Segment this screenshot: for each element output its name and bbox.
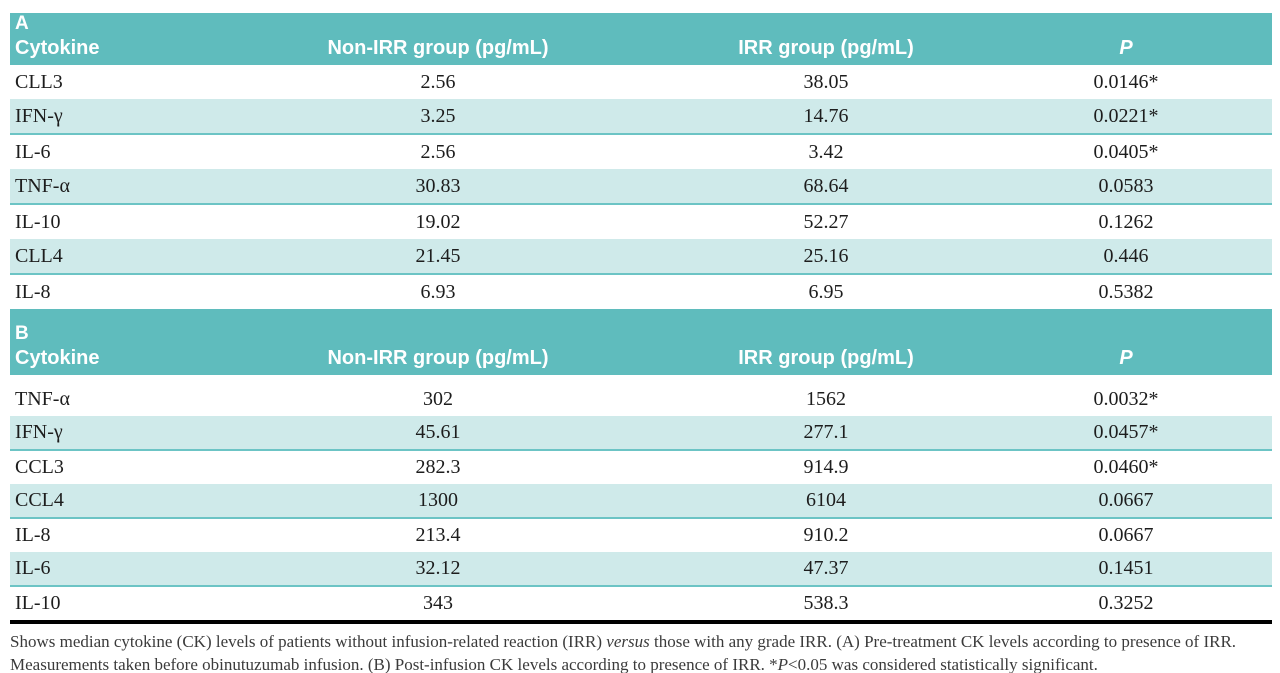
non-irr-cell: 32.12 [240, 552, 636, 587]
p-value-cell: 0.3252 [1016, 586, 1272, 620]
irr-cell: 47.37 [636, 552, 1016, 587]
cytokine-cell: IL-8 [10, 274, 240, 309]
cytokine-cell: CCL4 [10, 484, 240, 519]
p-value-cell: 0.1262 [1016, 204, 1272, 239]
non-irr-cell: 1300 [240, 484, 636, 519]
table-row: IFN-γ 3.25 14.76 0.0221* [10, 99, 1272, 135]
table-row: IL-10 19.02 52.27 0.1262 [10, 204, 1272, 239]
table-row: CCL3 282.3 914.9 0.0460* [10, 450, 1272, 484]
irr-cell: 277.1 [636, 416, 1016, 451]
non-irr-cell: 21.45 [240, 239, 636, 275]
section-a-label: A [15, 13, 29, 34]
column-header-cytokine: Cytokine [15, 37, 100, 59]
column-header-p-value: P [1016, 309, 1272, 375]
non-irr-cell: 30.83 [240, 169, 636, 205]
cytokine-cell: CCL3 [10, 450, 240, 484]
irr-cell: 3.42 [636, 134, 1016, 169]
table-bottom-rule [10, 620, 1272, 624]
non-irr-cell: 2.56 [240, 134, 636, 169]
caption-text: Shows median cytokine (CK) levels of pat… [10, 632, 607, 651]
column-header-non-irr: Non-IRR group (pg/mL) [240, 309, 636, 375]
table-a-header-row: A Cytokine Non-IRR group (pg/mL) IRR gro… [10, 13, 1272, 65]
cytokine-cell: IL-10 [10, 204, 240, 239]
table-section-b: B Cytokine Non-IRR group (pg/mL) IRR gro… [10, 309, 1272, 620]
irr-cell: 1562 [636, 383, 1016, 416]
section-b-label: B [15, 323, 29, 344]
cytokine-cell: TNF-α [10, 169, 240, 205]
non-irr-cell: 6.93 [240, 274, 636, 309]
figure-table-container: A Cytokine Non-IRR group (pg/mL) IRR gro… [10, 13, 1272, 673]
p-value-cell: 0.1451 [1016, 552, 1272, 587]
cytokine-cell: IL-10 [10, 586, 240, 620]
table-b-cytokine-header: B Cytokine [10, 309, 240, 375]
caption-versus-italic: versus [606, 632, 650, 651]
column-header-irr: IRR group (pg/mL) [636, 309, 1016, 375]
non-irr-cell: 19.02 [240, 204, 636, 239]
cytokine-cell: CLL3 [10, 65, 240, 99]
non-irr-cell: 3.25 [240, 99, 636, 135]
p-value-cell: 0.0457* [1016, 416, 1272, 451]
irr-cell: 6104 [636, 484, 1016, 519]
table-row: IL-6 32.12 47.37 0.1451 [10, 552, 1272, 587]
column-header-non-irr: Non-IRR group (pg/mL) [240, 13, 636, 65]
table-row: TNF-α 30.83 68.64 0.0583 [10, 169, 1272, 205]
p-value-cell: 0.5382 [1016, 274, 1272, 309]
table-row: IFN-γ 45.61 277.1 0.0457* [10, 416, 1272, 451]
caption-text: <0.05 was considered statistically signi… [788, 655, 1098, 673]
table-b-header-row: B Cytokine Non-IRR group (pg/mL) IRR gro… [10, 309, 1272, 375]
table-a-cytokine-header: A Cytokine [10, 13, 240, 65]
cytokine-cell: IFN-γ [10, 416, 240, 451]
table-row: IL-8 213.4 910.2 0.0667 [10, 518, 1272, 552]
table-row: CLL3 2.56 38.05 0.0146* [10, 65, 1272, 99]
table-row: CCL4 1300 6104 0.0667 [10, 484, 1272, 519]
irr-cell: 14.76 [636, 99, 1016, 135]
cytokine-cell: IL-6 [10, 134, 240, 169]
cytokine-cell: IFN-γ [10, 99, 240, 135]
p-value-cell: 0.0460* [1016, 450, 1272, 484]
table-row: IL-10 343 538.3 0.3252 [10, 586, 1272, 620]
column-header-cytokine: Cytokine [15, 347, 100, 369]
irr-cell: 38.05 [636, 65, 1016, 99]
non-irr-cell: 282.3 [240, 450, 636, 484]
table-row: TNF-α 302 1562 0.0032* [10, 383, 1272, 416]
caption-text: those with any grade IRR. (A) Pre-treatm… [10, 632, 1237, 673]
non-irr-cell: 45.61 [240, 416, 636, 451]
table-section-a: A Cytokine Non-IRR group (pg/mL) IRR gro… [10, 13, 1272, 309]
cytokine-cell: TNF-α [10, 383, 240, 416]
p-value-cell: 0.0405* [1016, 134, 1272, 169]
table-row: IL-8 6.93 6.95 0.5382 [10, 274, 1272, 309]
table-row: CLL4 21.45 25.16 0.446 [10, 239, 1272, 275]
irr-cell: 538.3 [636, 586, 1016, 620]
cytokine-cell: IL-6 [10, 552, 240, 587]
column-header-p-value: P [1016, 13, 1272, 65]
p-value-cell: 0.0146* [1016, 65, 1272, 99]
p-value-cell: 0.0667 [1016, 518, 1272, 552]
table-row: IL-6 2.56 3.42 0.0405* [10, 134, 1272, 169]
cytokine-cell: CLL4 [10, 239, 240, 275]
irr-cell: 68.64 [636, 169, 1016, 205]
non-irr-cell: 2.56 [240, 65, 636, 99]
non-irr-cell: 302 [240, 383, 636, 416]
cytokine-cell: IL-8 [10, 518, 240, 552]
caption-p-italic: P [777, 655, 789, 673]
p-value-cell: 0.0221* [1016, 99, 1272, 135]
column-header-irr: IRR group (pg/mL) [636, 13, 1016, 65]
p-value-cell: 0.0032* [1016, 383, 1272, 416]
irr-cell: 52.27 [636, 204, 1016, 239]
irr-cell: 914.9 [636, 450, 1016, 484]
p-value-cell: 0.0583 [1016, 169, 1272, 205]
p-value-cell: 0.0667 [1016, 484, 1272, 519]
spacer-row [10, 375, 1272, 383]
non-irr-cell: 343 [240, 586, 636, 620]
irr-cell: 910.2 [636, 518, 1016, 552]
irr-cell: 6.95 [636, 274, 1016, 309]
non-irr-cell: 213.4 [240, 518, 636, 552]
figure-caption: Shows median cytokine (CK) levels of pat… [10, 630, 1272, 673]
irr-cell: 25.16 [636, 239, 1016, 275]
p-value-cell: 0.446 [1016, 239, 1272, 275]
